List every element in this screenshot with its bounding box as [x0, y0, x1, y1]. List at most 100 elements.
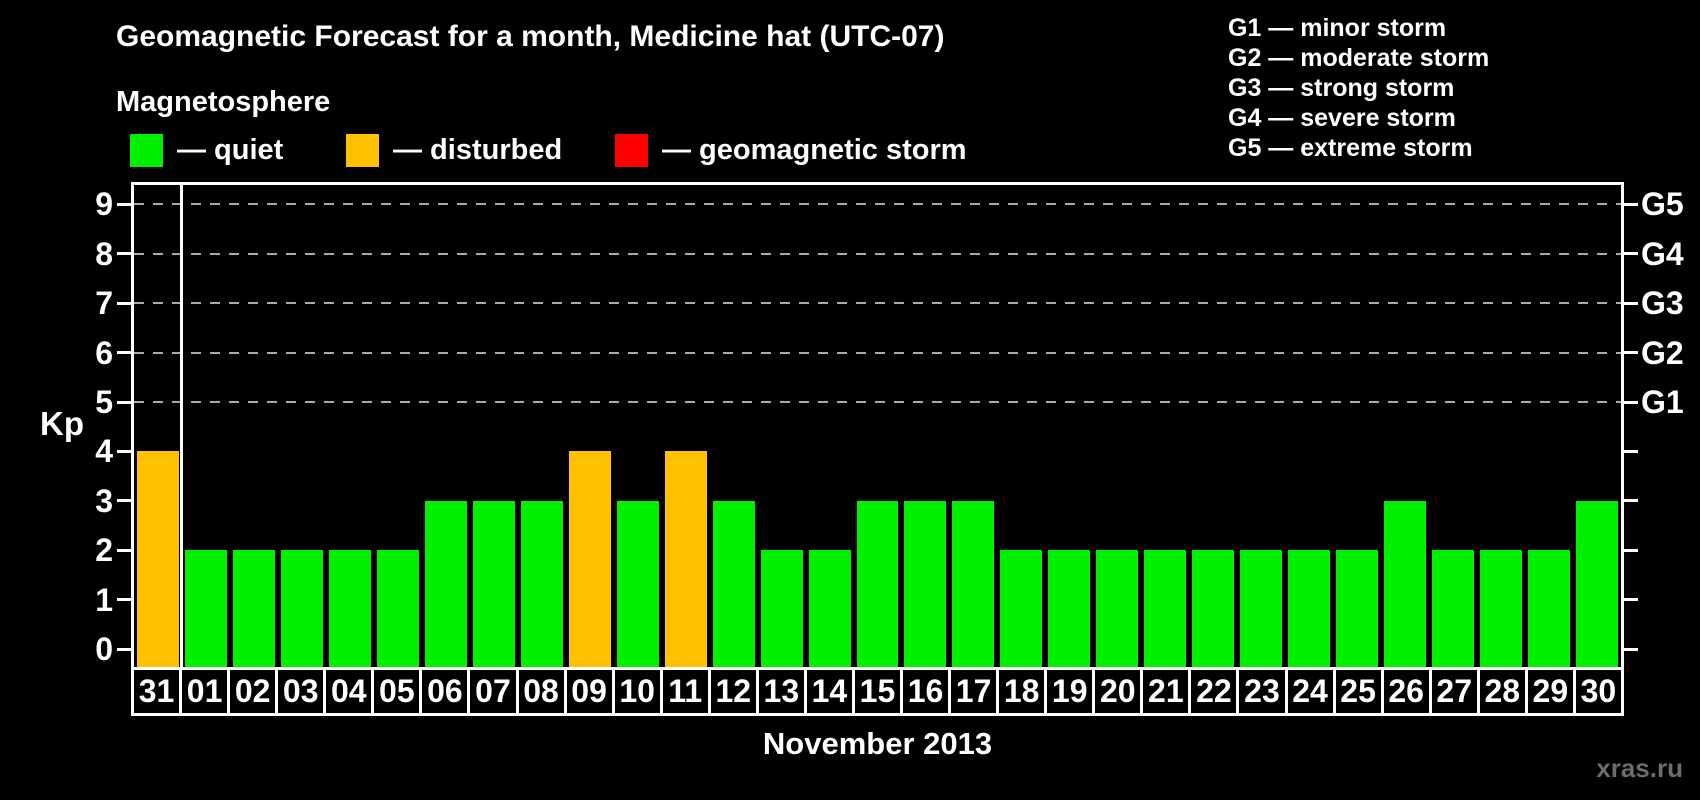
y-tick-left-9 — [117, 202, 131, 206]
day-label-23: 23 — [1239, 670, 1288, 713]
bar-day-15 — [856, 500, 899, 667]
bar-day-12 — [712, 500, 755, 667]
bar-day-21 — [1144, 550, 1187, 667]
bar-day-09 — [568, 451, 611, 667]
y-tick-label-2: 2 — [95, 532, 113, 569]
day-label-19: 19 — [1047, 670, 1096, 713]
bar-day-17 — [952, 500, 995, 667]
bar-day-28 — [1480, 550, 1523, 667]
gridline-kp9 — [134, 203, 1621, 206]
bar-day-05 — [376, 550, 419, 667]
gridline-kp7 — [134, 302, 1621, 305]
gridline-kp5 — [134, 401, 1621, 403]
y-tick-right-1 — [1624, 598, 1638, 602]
day-label-02: 02 — [230, 670, 279, 713]
day-label-17: 17 — [951, 670, 1000, 713]
day-label-09: 09 — [567, 670, 615, 713]
day-label-24: 24 — [1288, 670, 1336, 713]
day-label-28: 28 — [1480, 670, 1528, 713]
g-legend-line-4: G4 — severe storm — [1228, 104, 1456, 132]
y-tick-right-8 — [1624, 252, 1638, 256]
day-label-04: 04 — [326, 670, 375, 713]
g-legend-line-5: G5 — extreme storm — [1228, 134, 1473, 162]
y-tick-left-1 — [117, 598, 131, 602]
g-scale-legend: G1 — minor storm G2 — moderate storm G3 — … — [1228, 13, 1489, 163]
day-label-20: 20 — [1095, 670, 1144, 713]
bar-day-20 — [1096, 550, 1139, 667]
watermark: xras.ru — [1596, 753, 1683, 783]
bar-day-23 — [1240, 550, 1283, 667]
y-tick-right-6 — [1624, 351, 1638, 355]
y-tick-left-2 — [117, 548, 131, 552]
bar-day-07 — [472, 500, 515, 667]
chart-title: Geomagnetic Forecast for a month, Medici… — [116, 20, 945, 53]
y-tick-label-7: 7 — [95, 285, 113, 322]
day-label-16: 16 — [903, 670, 952, 713]
day-label-26: 26 — [1384, 670, 1432, 713]
day-label-11: 11 — [663, 670, 711, 713]
month-separator-line — [180, 185, 184, 667]
y-axis-title: Kp — [40, 405, 84, 442]
g-legend-line-3: G3 — strong storm — [1228, 74, 1455, 102]
day-label-18: 18 — [999, 670, 1048, 713]
day-label-30: 30 — [1580, 673, 1617, 709]
y-tick-left-3 — [117, 499, 131, 503]
bar-day-10 — [616, 500, 659, 667]
y-tick-right-0 — [1624, 647, 1638, 651]
legend-item-disturbed: — disturbed — [346, 133, 562, 167]
day-label-06: 06 — [422, 670, 471, 713]
geomagnetic-storm-swatch — [615, 133, 648, 167]
y-tick-left-8 — [117, 252, 131, 256]
bar-day-01 — [184, 550, 227, 667]
y-tick-left-5 — [117, 400, 131, 404]
g-legend-line-2: G2 — moderate storm — [1228, 44, 1490, 72]
day-label-27: 27 — [1432, 670, 1480, 713]
day-label-21: 21 — [1143, 670, 1192, 713]
y-tick-right-2 — [1624, 548, 1638, 552]
bar-day-24 — [1288, 550, 1331, 667]
legend-item-quiet: — quiet — [130, 133, 283, 167]
y-tick-right-9 — [1624, 202, 1638, 206]
g-legend-line-1: G1 — minor storm — [1228, 14, 1447, 42]
y-tick-label-4: 4 — [95, 433, 113, 470]
y-tick-right-3 — [1624, 499, 1638, 503]
legend-label-geomagnetic-storm: — geomagnetic storm — [662, 133, 967, 166]
y-tick-label-1: 1 — [95, 581, 113, 618]
day-label-10: 10 — [615, 670, 663, 713]
day-label-22: 22 — [1191, 670, 1240, 713]
y-tick-right-7 — [1624, 301, 1638, 305]
disturbed-swatch — [346, 133, 379, 167]
day-label-08: 08 — [519, 670, 567, 713]
bar-day-30 — [1576, 500, 1618, 667]
bar-day-13 — [760, 550, 803, 667]
quiet-swatch — [130, 133, 163, 167]
y-tick-label-0: 0 — [95, 631, 113, 667]
y-tick-label-9: 9 — [95, 186, 113, 223]
legend-label-disturbed: — disturbed — [393, 133, 563, 166]
bar-day-02 — [232, 550, 275, 667]
day-label-05: 05 — [374, 670, 423, 713]
bar-day-04 — [328, 550, 371, 667]
y-tick-right-4 — [1624, 449, 1638, 453]
y-tick-left-7 — [117, 301, 131, 305]
day-label-13: 13 — [759, 670, 807, 713]
bar-day-27 — [1432, 550, 1475, 667]
legend-item-geomagnetic-storm: — geomagnetic storm — [615, 133, 967, 167]
g-level-label-G1: G1 — [1641, 384, 1684, 420]
y-tick-left-6 — [117, 351, 131, 355]
gridline-kp6 — [134, 351, 1621, 354]
legend-label-quiet: — quiet — [177, 133, 284, 166]
day-label-03: 03 — [278, 670, 327, 713]
bar-day-19 — [1048, 550, 1091, 667]
g-level-label-G5: G5 — [1641, 186, 1684, 223]
bar-day-03 — [280, 550, 323, 667]
day-label-29: 29 — [1528, 670, 1576, 713]
bar-day-11 — [664, 451, 707, 667]
magnetosphere-label: Magnetosphere — [116, 86, 331, 118]
day-label-14: 14 — [807, 670, 855, 713]
y-tick-label-5: 5 — [95, 384, 113, 420]
y-tick-right-5 — [1624, 400, 1638, 404]
day-label-15: 15 — [855, 670, 903, 713]
day-label-01: 01 — [182, 670, 231, 713]
